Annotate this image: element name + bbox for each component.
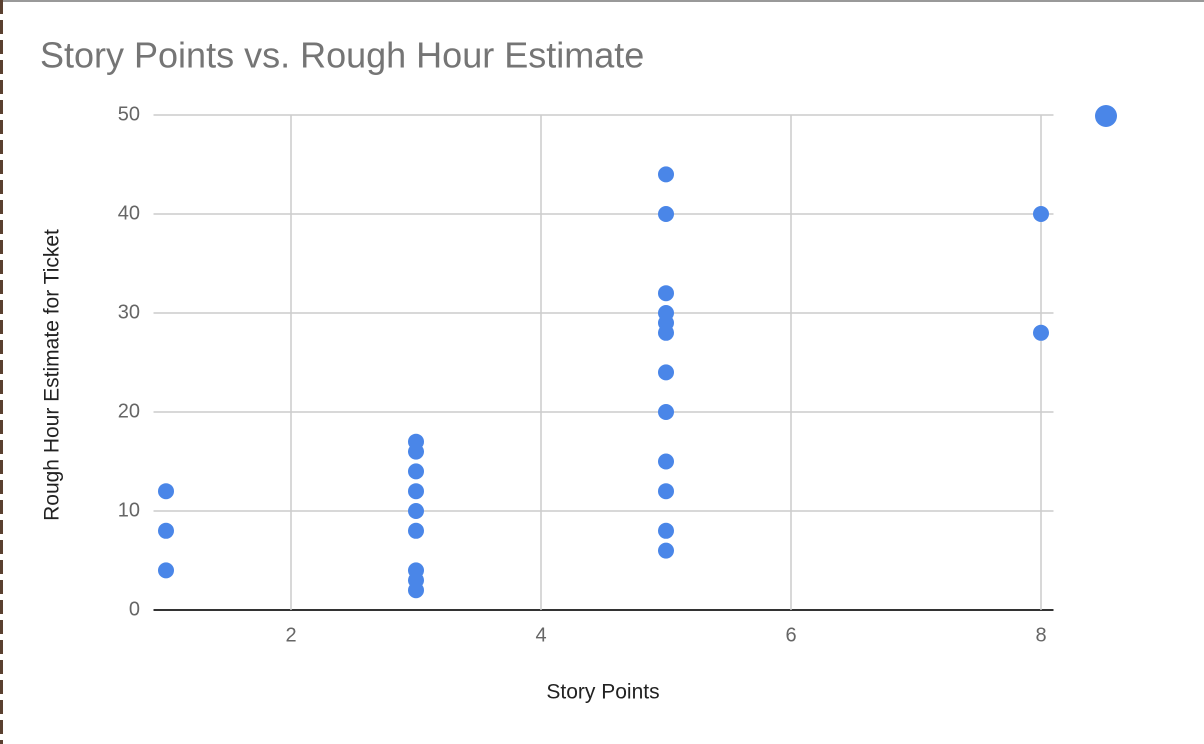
point — [658, 206, 674, 222]
marks — [158, 166, 1049, 599]
y-tick-label: 10 — [118, 499, 140, 521]
point — [658, 285, 674, 302]
y-tick-label: 40 — [118, 202, 140, 224]
x-axis-label: Story Points — [546, 681, 659, 704]
x-tick-label: 6 — [785, 624, 796, 646]
point — [408, 483, 424, 500]
point — [658, 542, 674, 559]
point — [658, 453, 674, 470]
point — [1033, 206, 1049, 222]
x-tick-label: 4 — [535, 624, 546, 646]
point — [1033, 324, 1049, 341]
point — [658, 404, 674, 420]
grid — [153, 114, 1054, 611]
point — [158, 483, 174, 500]
y-tick-label: 0 — [129, 598, 140, 620]
y-tick-label: 50 — [118, 103, 140, 125]
point — [658, 483, 674, 500]
point — [408, 463, 424, 480]
point — [658, 522, 674, 539]
point — [408, 582, 424, 599]
y-tick-label: 20 — [118, 400, 140, 422]
x-tick-label: 8 — [1035, 624, 1046, 646]
x-tick-label: 2 — [285, 624, 296, 646]
point — [408, 443, 424, 460]
point — [408, 503, 424, 519]
point — [158, 522, 174, 539]
y-tick-label: 30 — [118, 301, 140, 323]
point — [658, 364, 674, 381]
point — [158, 562, 174, 579]
point — [408, 522, 424, 539]
y-axis-label: Rough Hour Estimate for Ticket — [41, 229, 64, 521]
point — [658, 166, 674, 183]
chart-title: Story Points vs. Rough Hour Estimate — [40, 35, 644, 76]
point — [658, 324, 674, 341]
legend-marker — [1095, 105, 1117, 127]
